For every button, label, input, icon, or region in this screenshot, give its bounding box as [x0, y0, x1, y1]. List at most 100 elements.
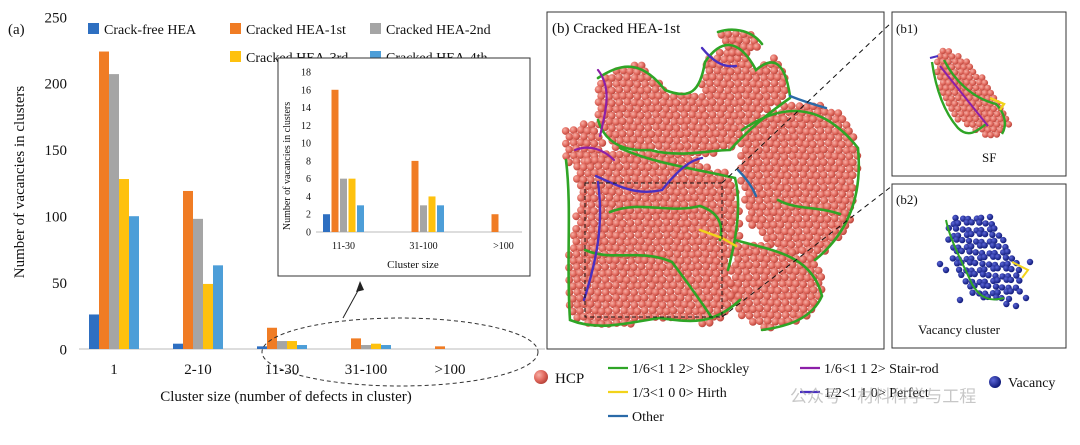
- bar-cracked-1st-1: [183, 190, 193, 349]
- hcp-atom: [619, 79, 628, 88]
- hcp-atom: [652, 110, 660, 119]
- hcp-atom: [695, 99, 704, 107]
- vacancy-atom: [985, 261, 993, 268]
- hcp-atom: [801, 177, 810, 186]
- hcp-legend-label: HCP: [555, 371, 584, 387]
- perfect-dislocation-line: [594, 156, 704, 194]
- x-tick-label: >100: [493, 241, 514, 252]
- hcp-atom: [633, 105, 642, 114]
- hcp-atom: [731, 261, 740, 269]
- hcp-atom: [583, 207, 592, 216]
- hcp-atom: [759, 190, 767, 199]
- hcp-atom: [720, 55, 729, 64]
- sf-atom: [945, 48, 953, 55]
- hcp-atom: [615, 150, 624, 159]
- hcp-atom: [773, 311, 782, 320]
- hcp-atom: [663, 282, 672, 290]
- hcp-atom: [594, 110, 603, 119]
- hcp-atom: [673, 188, 682, 197]
- hcp-atom: [763, 183, 772, 192]
- vacancy-atom: [980, 282, 987, 289]
- hcp-atom: [816, 139, 825, 148]
- hcp-atom: [830, 177, 839, 185]
- hcp-atom: [670, 219, 679, 227]
- b1-hirth-line: [989, 96, 1006, 111]
- hcp-atom: [780, 140, 789, 149]
- hcp-atom: [712, 129, 721, 138]
- sf-atom: [939, 47, 947, 55]
- hcp-atom: [716, 110, 725, 119]
- sf-atom: [987, 89, 994, 97]
- hcp-atom: [824, 126, 833, 135]
- vacancy-atom: [942, 266, 950, 274]
- hcp-atom: [813, 159, 822, 168]
- watermark: 公众号 · 材料科学与工程: [790, 387, 976, 407]
- hcp-atom: [784, 133, 793, 142]
- bar-cracked-1st-4: [435, 346, 445, 349]
- hcp-atom: [731, 86, 740, 95]
- hcp-atom: [799, 170, 808, 179]
- hcp-atom: [777, 184, 785, 192]
- hcp-atom: [634, 130, 643, 138]
- hcp-atom: [708, 111, 717, 119]
- bar-cracked-4th-2: [297, 345, 307, 349]
- hcp-atom: [807, 280, 815, 288]
- hcp-atom: [760, 285, 769, 294]
- hcp-atom: [770, 280, 779, 289]
- hcp-atom: [594, 263, 602, 272]
- sf-atom: [969, 110, 976, 118]
- hcp-atom: [816, 228, 825, 237]
- hcp-atom: [605, 256, 614, 265]
- hcp-atom: [691, 142, 700, 150]
- hcp-atom: [770, 121, 778, 130]
- hcp-atom: [654, 116, 663, 125]
- hcp-atom: [813, 146, 822, 155]
- hcp-atom: [791, 145, 799, 154]
- hcp-atom: [726, 93, 735, 101]
- hcp-atom: [834, 220, 843, 229]
- hcp-atom: [706, 105, 715, 113]
- hcp-atom: [638, 300, 647, 309]
- hcp-atom: [683, 244, 692, 253]
- hcp-atom: [712, 117, 721, 125]
- hcp-atom: [777, 159, 786, 168]
- hcp-atom: [766, 214, 775, 223]
- hcp-atom: [665, 124, 674, 132]
- hcp-atom: [791, 120, 800, 129]
- hcp-atom: [575, 281, 584, 290]
- hcp-atom: [842, 184, 850, 193]
- hcp-atom: [787, 101, 796, 110]
- hcp-atom: [709, 136, 718, 145]
- hcp-atom: [705, 143, 714, 151]
- hcp-atom: [848, 184, 857, 192]
- hcp-atom: [766, 127, 775, 135]
- hcp-atom: [651, 288, 660, 297]
- hcp-atom: [849, 145, 857, 154]
- hcp-atom: [569, 151, 578, 160]
- hcp-atom: [572, 212, 581, 221]
- hcp-atom: [728, 36, 737, 44]
- hcp-atom: [752, 273, 761, 281]
- hcp-atom: [766, 202, 774, 211]
- hcp-atom: [726, 105, 735, 114]
- hcp-atom: [752, 203, 761, 211]
- hcp-atom: [655, 142, 663, 150]
- hcp-atom: [810, 239, 818, 248]
- vacancy-atom: [1007, 276, 1015, 284]
- hcp-atom: [813, 121, 822, 129]
- hcp-atom: [637, 237, 645, 246]
- hcp-atom: [616, 287, 624, 296]
- hcp-atom: [703, 163, 711, 172]
- hcp-atom: [591, 169, 599, 177]
- hcp-atom: [794, 215, 803, 223]
- hcp-atom: [759, 152, 768, 161]
- bar-cracked-3rd-2: [287, 341, 297, 349]
- hcp-atom: [784, 221, 793, 230]
- bar-cracked-2nd-0: [109, 74, 119, 349]
- hcp-atom: [770, 158, 779, 167]
- hcp-atom: [674, 275, 682, 283]
- hcp-atom: [770, 54, 778, 63]
- hcp-atom: [626, 129, 635, 138]
- hcp-atom: [760, 99, 769, 108]
- hcp-atom: [706, 219, 715, 228]
